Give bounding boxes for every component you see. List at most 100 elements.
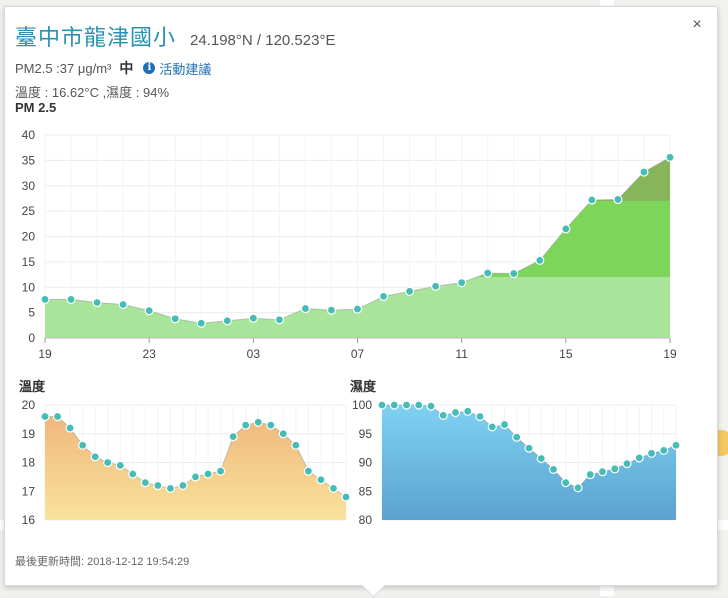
humidity-y-tick-label: 85 <box>359 484 373 498</box>
temperature-data-point <box>65 423 75 433</box>
pm25-data-point <box>274 315 284 325</box>
temperature-area-fill <box>45 416 346 520</box>
pm25-y-tick-label: 30 <box>22 179 36 193</box>
pm25-data-point <box>378 291 389 301</box>
humidity-data-point <box>622 459 632 469</box>
popup-header: 臺中市龍津國小 24.198°N / 120.523°E <box>15 20 335 52</box>
pm25-x-tick-label: 03 <box>247 347 261 361</box>
humidity-data-point <box>426 401 436 411</box>
humidity-data-point <box>585 469 595 480</box>
temperature-data-point <box>165 483 176 493</box>
pm25-x-tick-label: 15 <box>559 347 573 361</box>
humidity-area-fill <box>382 405 676 520</box>
activity-advice-link[interactable]: 活動建議 <box>159 61 212 77</box>
temperature-data-point <box>78 440 88 450</box>
pm25-reading: PM2.5 :37 μg/m³ <box>15 60 112 76</box>
pm25-x-tick-label: 07 <box>351 347 365 361</box>
temperature-data-point <box>278 429 288 439</box>
temperature-data-point <box>128 469 138 479</box>
humidity-chart-title: 濕度 <box>350 379 377 394</box>
pm25-data-point <box>431 281 441 291</box>
pm25-summary: PM2.5 :37 μg/m³ 中 i 活動建議 <box>15 58 211 78</box>
pm25-y-tick-label: 25 <box>22 204 36 218</box>
temperature-data-point <box>328 483 339 493</box>
humidity-data-point <box>401 400 412 410</box>
temperature-data-point <box>153 480 163 491</box>
humidity-data-point <box>414 400 424 410</box>
pm25-data-point <box>66 294 76 305</box>
humidity-data-point <box>634 453 644 463</box>
station-coordinates: 24.198°N / 120.523°E <box>190 32 336 49</box>
temperature-data-point <box>203 469 213 479</box>
temperature-data-point <box>253 417 263 427</box>
humidity-y-tick-label: 100 <box>352 398 372 412</box>
pm25-data-point <box>170 314 180 324</box>
humidity-data-point <box>463 406 473 416</box>
temperature-y-tick-label: 16 <box>22 513 36 527</box>
humidity-data-point <box>377 400 387 410</box>
pm25-data-point <box>639 167 649 177</box>
pm25-data-point <box>587 195 597 205</box>
humidity-data-point <box>450 407 461 418</box>
temperature-data-point <box>291 440 301 450</box>
pm25-data-point <box>561 224 571 234</box>
pm25-data-point <box>196 318 206 328</box>
pm25-x-tick-label: 23 <box>142 347 156 361</box>
pm25-data-point <box>144 305 154 316</box>
pm25-level: 中 <box>119 60 134 76</box>
pm25-x-tick-label: 11 <box>455 347 468 361</box>
pm25-y-tick-label: 5 <box>28 306 35 320</box>
humidity-y-tick-label: 80 <box>359 513 373 527</box>
humidity-data-point <box>487 422 497 432</box>
humidity-data-point <box>646 448 657 458</box>
temperature-data-point <box>316 475 326 485</box>
info-icon[interactable]: i <box>143 62 156 74</box>
pm25-y-tick-label: 20 <box>22 230 36 244</box>
weather-summary: 溫度 : 16.62°C ,濕度 : 94% <box>15 85 170 100</box>
humidity-data-point <box>659 445 669 456</box>
humidity-y-tick-label: 90 <box>359 456 373 470</box>
pm25-data-point <box>300 303 311 314</box>
pm25-data-point <box>665 152 675 162</box>
close-icon[interactable]: × <box>692 16 702 33</box>
temperature-data-point <box>140 478 150 488</box>
pm25-x-tick-label: 19 <box>38 347 52 361</box>
temperature-data-point <box>103 457 113 468</box>
pm25-data-point <box>404 286 415 296</box>
temperature-data-point <box>40 411 50 422</box>
pm25-data-point <box>40 294 50 305</box>
pm25-y-tick-label: 35 <box>22 153 36 167</box>
temperature-data-point <box>303 466 313 476</box>
temperature-data-point <box>52 411 63 422</box>
humidity-data-point <box>389 400 399 410</box>
temperature-chart-title: 溫度 <box>19 379 46 394</box>
pm25-y-tick-label: 0 <box>28 331 35 345</box>
temperature-data-point <box>215 466 226 476</box>
pm25-data-point <box>352 304 363 314</box>
humidity-data-point <box>548 464 559 474</box>
humidity-data-point <box>561 478 571 488</box>
pm25-data-point <box>118 299 128 310</box>
humidity-data-point <box>512 432 522 442</box>
pm25-data-point <box>535 255 545 265</box>
humidity-data-point <box>536 453 546 464</box>
temperature-data-point <box>228 432 238 442</box>
pm25-data-point <box>457 278 467 288</box>
humidity-data-point <box>499 419 510 430</box>
temperature-data-point <box>241 420 251 430</box>
pm25-data-point <box>222 316 232 326</box>
pm25-y-tick-label: 10 <box>22 280 36 294</box>
temperature-y-tick-label: 18 <box>22 456 36 470</box>
temperature-y-tick-label: 17 <box>22 484 36 498</box>
humidity-data-point <box>475 411 485 422</box>
pm25-data-point <box>326 305 337 315</box>
pm25-chart-title: PM 2.5 <box>15 100 57 115</box>
last-updated: 最後更新時間: 2018-12-12 19:54:29 <box>15 556 190 568</box>
temperature-data-point <box>115 460 125 470</box>
pm25-y-tick-label: 40 <box>22 128 36 142</box>
temperature-data-point <box>190 472 201 482</box>
temperature-data-point <box>178 480 188 491</box>
pm25-x-tick-label: 19 <box>663 347 677 361</box>
pm25-data-point <box>248 313 258 323</box>
